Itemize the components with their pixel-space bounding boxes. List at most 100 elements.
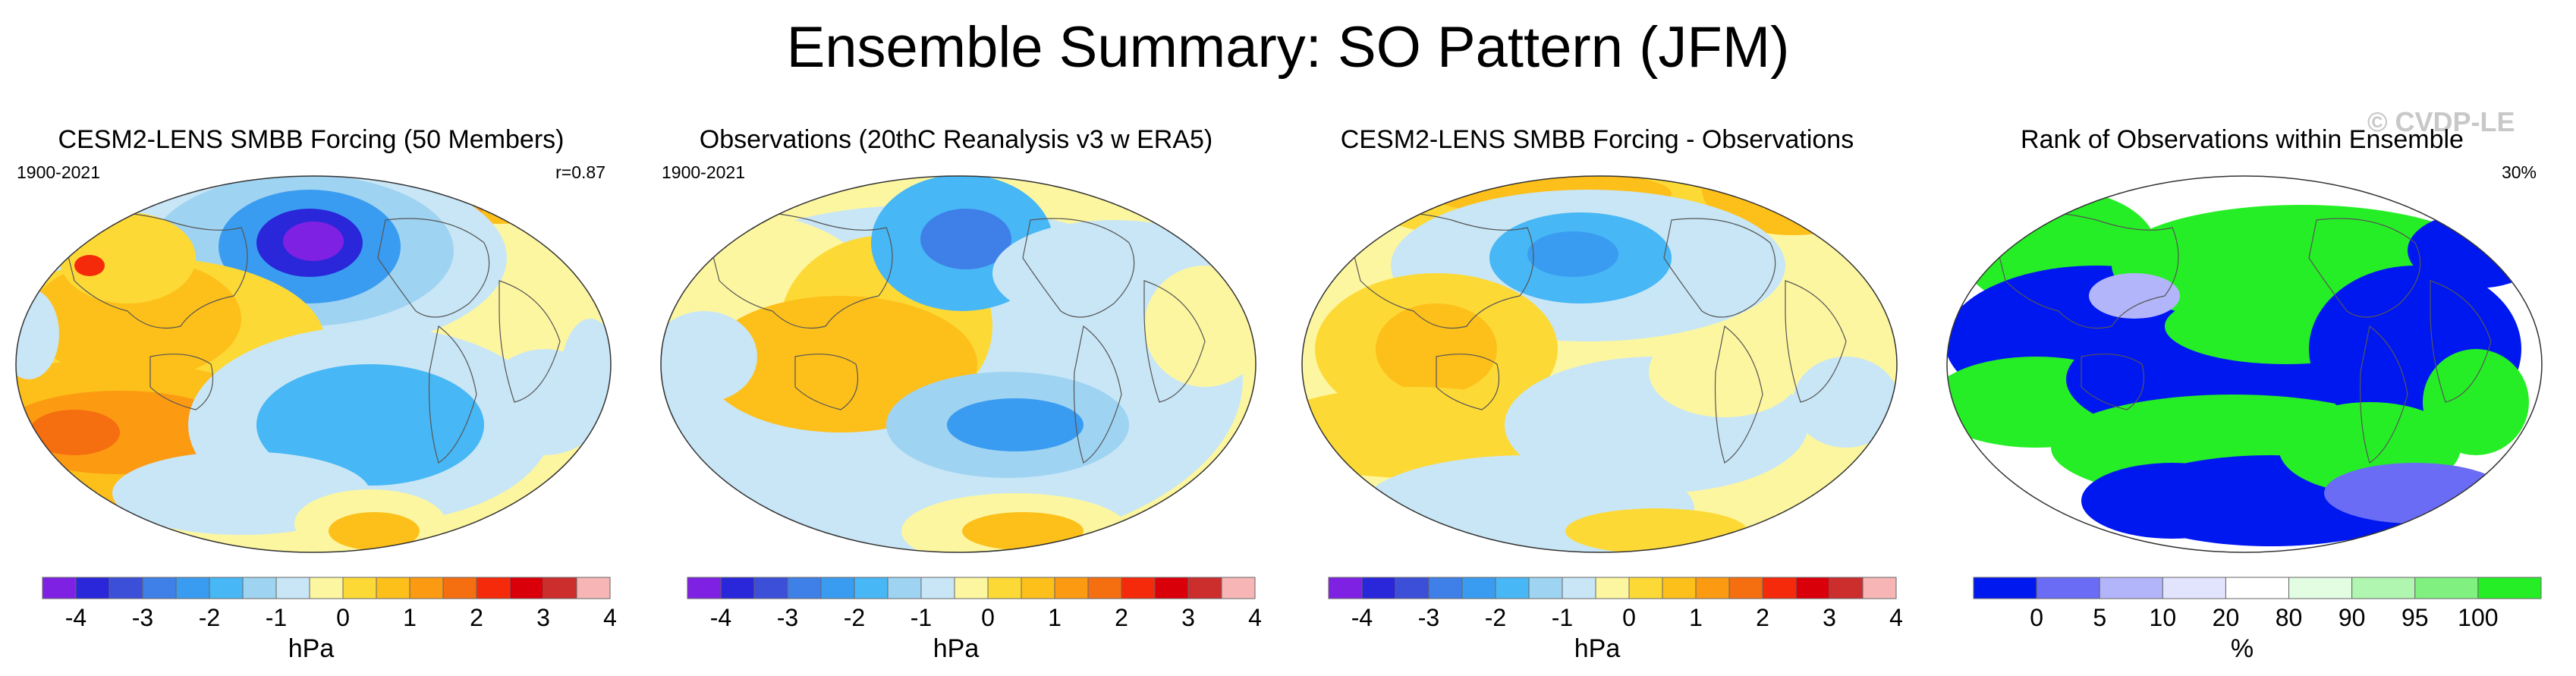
- colorbar-tick-label: 1: [403, 604, 417, 631]
- map-border: [1301, 175, 1898, 553]
- map-contour-region: [1649, 326, 1801, 417]
- colorbar-tick-label: -4: [1351, 604, 1373, 631]
- map-panel-4: Rank of Observations within Ensemble 30% 0…: [1931, 114, 2553, 675]
- coastline: [1022, 218, 1135, 318]
- panel-title: CESM2-LENS SMBB Forcing (50 Members): [58, 125, 565, 154]
- colorbar-swatch: [1562, 577, 1596, 599]
- coastline: [1785, 280, 1847, 403]
- coastline: [1714, 325, 1763, 464]
- coastline: [58, 212, 248, 329]
- colorbar-swatch: [1495, 577, 1530, 599]
- colorbar-swatch: [75, 577, 110, 599]
- colorbar-swatch: [687, 577, 722, 599]
- colorbar-swatch: [509, 577, 544, 599]
- watermark-text: © CVDP-LE: [2367, 106, 2515, 137]
- map-contour-region: [29, 410, 120, 455]
- colorbar-swatch: [1395, 577, 1430, 599]
- map-contour-region: [920, 209, 1011, 269]
- coastline: [377, 218, 490, 318]
- colorbar-tick-label: 1: [1048, 604, 1062, 631]
- colorbar-tick-label: 4: [1889, 604, 1903, 631]
- panel-corner-label: r=0.87: [555, 162, 605, 182]
- world-map: [1946, 175, 2543, 553]
- colorbar-tick-label: -2: [198, 604, 221, 631]
- coastline: [1143, 280, 1206, 403]
- map-field: [1947, 176, 2542, 552]
- map-panel-3: CESM2-LENS SMBB Forcing - Observations -4…: [1286, 114, 1908, 675]
- colorbar-swatch: [309, 577, 344, 599]
- map-contour-region: [661, 311, 757, 402]
- colorbar-tick-label: 0: [2030, 604, 2044, 631]
- coastline: [703, 212, 893, 329]
- colorbar-tick-label: 5: [2093, 604, 2107, 631]
- colorbar-swatch: [1973, 577, 2037, 599]
- colorbar-swatch: [1695, 577, 1730, 599]
- colorbar-swatch: [987, 577, 1022, 599]
- colorbar-swatch: [2099, 577, 2163, 599]
- colorbar-tick-label: -2: [843, 604, 866, 631]
- world-map: [660, 175, 1257, 553]
- colorbar-tick-label: -1: [1551, 604, 1574, 631]
- colorbar-swatch: [576, 577, 611, 599]
- coastline: [1663, 218, 1776, 318]
- colorbar-tick-label: -3: [1417, 604, 1440, 631]
- map-contour-region: [16, 288, 59, 379]
- map-contour-region: [1793, 357, 1897, 448]
- map-field: [16, 176, 611, 552]
- colorbar-tick-label: 0: [336, 604, 350, 631]
- map-contour-region: [2089, 273, 2180, 319]
- colorbar-swatch: [2414, 577, 2479, 599]
- map-contour-region: [1565, 508, 1747, 552]
- colorbar-swatch: [1461, 577, 1496, 599]
- coastline: [149, 354, 214, 410]
- colorbar-tick-label: 3: [536, 604, 550, 631]
- colorbar-tick-label: -3: [776, 604, 799, 631]
- colorbar-swatch: [1662, 577, 1697, 599]
- colorbar-swatch: [1361, 577, 1396, 599]
- colorbar-tick-label: 2: [470, 604, 483, 631]
- colorbar-swatch: [1187, 577, 1222, 599]
- colorbar-swatch: [820, 577, 855, 599]
- coastline: [2359, 325, 2408, 464]
- colorbar-swatch: [920, 577, 955, 599]
- colorbar-tick-label: 80: [2275, 604, 2303, 631]
- colorbar-swatch: [1154, 577, 1189, 599]
- colorbar-tick-label: 10: [2149, 604, 2177, 631]
- colorbar-swatch: [1328, 577, 1363, 599]
- colorbar-tick-label: 0: [981, 604, 995, 631]
- colorbar-tick-label: 1: [1689, 604, 1703, 631]
- colorbar: [687, 577, 1256, 599]
- colorbar-swatch: [753, 577, 788, 599]
- colorbar-tick-label: 95: [2401, 604, 2429, 631]
- colorbar-tick-label: 100: [2458, 604, 2499, 631]
- map-panel-1: CESM2-LENS SMBB Forcing (50 Members) 1900…: [0, 114, 622, 675]
- coastline: [428, 325, 477, 464]
- map-contour-region: [1527, 231, 1618, 277]
- colorbar-swatch: [275, 577, 310, 599]
- map-contour-region: [947, 398, 1084, 451]
- colorbar-tick-label: -2: [1484, 604, 1507, 631]
- colorbar-swatch: [442, 577, 477, 599]
- map-contour-region: [2324, 463, 2506, 524]
- coastline: [2308, 218, 2421, 318]
- colorbar-swatch: [1628, 577, 1663, 599]
- colorbar-swatch: [1528, 577, 1563, 599]
- panel-title: Rank of Observations within Ensemble: [2021, 125, 2464, 154]
- map-contour-region: [256, 364, 484, 486]
- colorbar-tick-label: -1: [910, 604, 933, 631]
- colorbar-swatch: [854, 577, 889, 599]
- colorbar-swatch: [409, 577, 444, 599]
- colorbar-swatch: [1087, 577, 1122, 599]
- panel-period: 1900-2021: [17, 162, 100, 182]
- colorbar-swatch: [476, 577, 511, 599]
- colorbar-swatch: [1795, 577, 1830, 599]
- colorbar-swatch: [2162, 577, 2226, 599]
- colorbar-unit: hPa: [933, 634, 980, 663]
- colorbar-swatch: [887, 577, 922, 599]
- colorbar-tick-label: -4: [709, 604, 732, 631]
- colorbar-swatch: [1829, 577, 1864, 599]
- colorbar-tick-label: 2: [1115, 604, 1128, 631]
- colorbar-swatch: [1221, 577, 1256, 599]
- colorbar-tick-label: 20: [2212, 604, 2240, 631]
- colorbar-tick-label: 3: [1181, 604, 1195, 631]
